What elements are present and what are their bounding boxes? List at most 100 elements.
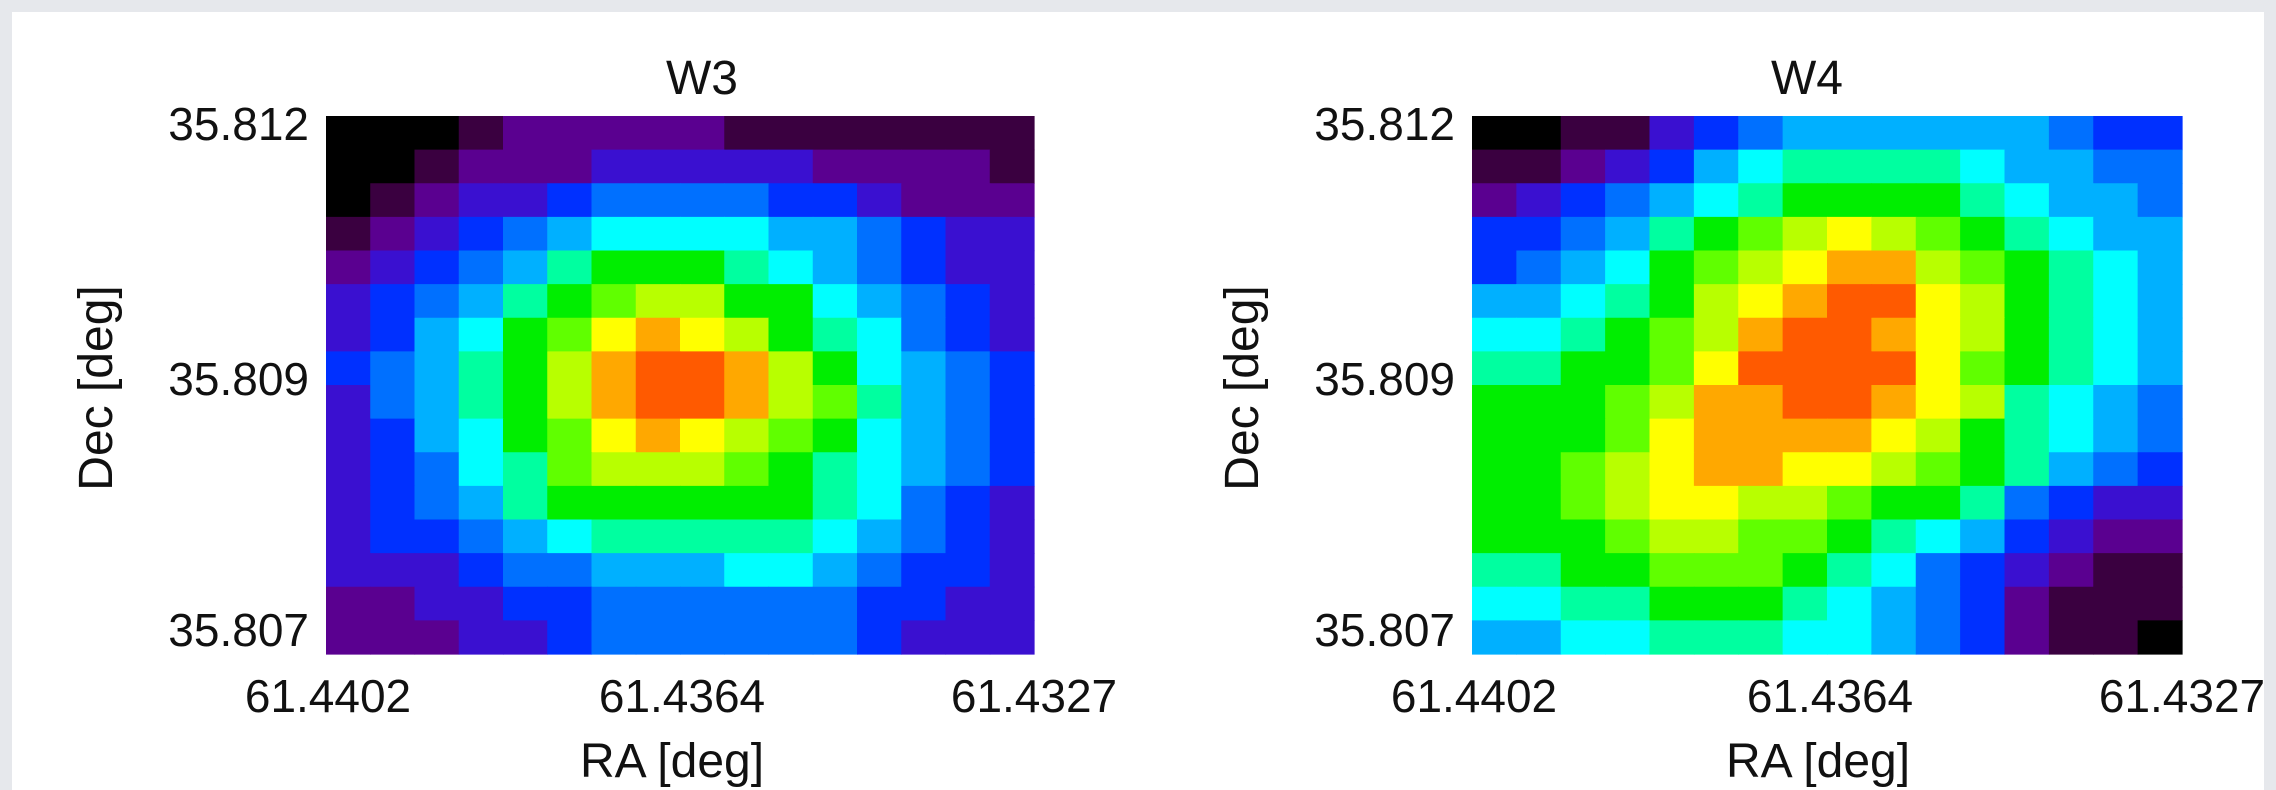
w4-heatmap-cell <box>2137 116 2183 151</box>
w4-heatmap-cell <box>2137 553 2183 588</box>
w3-heatmap-cell <box>326 620 371 655</box>
w4-heatmap-cell <box>1693 216 1739 252</box>
w3-heatmap-cell <box>547 586 593 621</box>
w4-heatmap-cell <box>1560 485 1606 521</box>
w3-heatmap-cell <box>945 284 991 319</box>
w3-heatmap-cell <box>326 519 371 554</box>
w3-heatmap-cell <box>635 553 681 588</box>
w3-heatmap-cell <box>547 620 593 655</box>
w3-heatmap-cell <box>857 250 902 285</box>
w4-heatmap-cell <box>1827 418 1872 453</box>
w4-heatmap-cell <box>1693 553 1739 588</box>
w4-heatmap-cell <box>1827 385 1872 420</box>
w3-heatmap-cell <box>370 216 416 252</box>
w4-heatmap-cell <box>1871 385 1917 420</box>
w3-heatmap-cell <box>724 149 770 184</box>
w4-heatmap-cell <box>2137 183 2183 218</box>
w3-heatmap-cell <box>326 250 371 285</box>
w3-heatmap-cell <box>857 452 902 487</box>
w3-heatmap-cell <box>458 485 504 521</box>
w3-heatmap-cell <box>857 385 902 420</box>
w3-heatmap-cell <box>503 183 548 218</box>
w4-heatmap-cell <box>1516 317 1562 352</box>
w4-heatmap-cell <box>1871 284 1917 319</box>
w4-heatmap-cell <box>1649 620 1695 655</box>
w4-heatmap-cell <box>1915 418 1961 453</box>
w3-heatmap-cell <box>414 519 460 554</box>
w4-heatmap-cell <box>1827 586 1872 621</box>
w3-heatmap-cell <box>901 284 947 319</box>
w3-heatmap-cell <box>414 216 460 252</box>
w3-heatmap-cell <box>591 452 637 487</box>
w4-heatmap-cell <box>1782 351 1828 386</box>
w4-heatmap-cell <box>2048 351 2094 386</box>
w3-heatmap-cell <box>901 620 947 655</box>
w3-heatmap-cell <box>414 116 460 151</box>
w4-heatmap-cell <box>2137 385 2183 420</box>
w3-heatmap-cell <box>857 485 902 521</box>
w4-heatmap-cell <box>1871 620 1917 655</box>
w3-heatmap-cell <box>635 149 681 184</box>
w3-heatmap-cell <box>812 351 858 386</box>
w3-heatmap-cell <box>768 116 814 151</box>
w3-heatmap-cell <box>591 116 637 151</box>
w4-heatmap-cell <box>1605 116 1651 151</box>
w4-heatmap-cell <box>2004 183 2050 218</box>
w3-heatmap-cell <box>635 183 681 218</box>
w4-heatmap-cell <box>1605 586 1651 621</box>
w3-heatmap-cell <box>989 452 1035 487</box>
w3-heatmap-cell <box>326 485 371 521</box>
w4-y-tick-bottom: 35.807 <box>1314 604 1455 656</box>
w4-heatmap-cell <box>1827 216 1872 252</box>
w3-heatmap-cell <box>591 620 637 655</box>
w4-heatmap-cell <box>1782 418 1828 453</box>
w3-heatmap-cell <box>370 519 416 554</box>
w4-heatmap-cell <box>2048 216 2094 252</box>
w4-heatmap-cell <box>1915 183 1961 218</box>
w4-heatmap-cell <box>1605 250 1651 285</box>
w4-heatmap-cell <box>1472 586 1517 621</box>
w3-heatmap-cell <box>812 485 858 521</box>
w3-heatmap-cell <box>414 317 460 352</box>
w4-heatmap-cell <box>1738 586 1784 621</box>
w4-heatmap-cell <box>1560 149 1606 184</box>
w3-heatmap-cell <box>635 620 681 655</box>
w4-heatmap-cell <box>1516 284 1562 319</box>
w4-heatmap-cell <box>2048 485 2094 521</box>
w4-heatmap-cell <box>1649 351 1695 386</box>
w4-heatmap-cell <box>1960 250 2006 285</box>
w3-heatmap-cell <box>414 620 460 655</box>
w3-heatmap-cell <box>901 452 947 487</box>
w4-heatmap-cell <box>2137 351 2183 386</box>
w3-heatmap-cell <box>503 116 548 151</box>
w4-heatmap-cell <box>1915 485 1961 521</box>
w4-heatmap-cell <box>2137 452 2183 487</box>
w4-heatmap-cell <box>1871 452 1917 487</box>
w3-heatmap-cell <box>503 351 548 386</box>
w4-heatmap-cell <box>1472 418 1517 453</box>
w3-heatmap-cell <box>547 183 593 218</box>
w3-heatmap-cell <box>768 452 814 487</box>
w4-heatmap-cell <box>2048 418 2094 453</box>
w4-heatmap-cell <box>1738 553 1784 588</box>
w3-heatmap-cell <box>680 418 725 453</box>
w3-heatmap-cell <box>547 284 593 319</box>
w4-y-tick-top: 35.812 <box>1314 98 1455 150</box>
w4-heatmap-cell <box>1605 418 1651 453</box>
w3-heatmap-cell <box>503 485 548 521</box>
w4-heatmap-cell <box>1693 351 1739 386</box>
w4-heatmap-cell <box>1472 452 1517 487</box>
w4-panel: W4 35.812 35.809 35.807 61.4402 61.4364 … <box>1216 52 2264 788</box>
w3-heatmap-cell <box>326 216 371 252</box>
w4-heatmap-cell <box>1472 553 1517 588</box>
w3-heatmap-cell <box>901 586 947 621</box>
w3-heatmap-cell <box>857 216 902 252</box>
w3-heatmap-cell <box>989 418 1035 453</box>
w4-heatmap-cell <box>1693 116 1739 151</box>
w3-heatmap-cell <box>812 116 858 151</box>
w4-heatmap-cell <box>1516 149 1562 184</box>
w3-heatmap-cell <box>768 216 814 252</box>
w4-heatmap-cell <box>1827 485 1872 521</box>
w3-heatmap-cell <box>635 485 681 521</box>
w4-heatmap-cell <box>1649 553 1695 588</box>
